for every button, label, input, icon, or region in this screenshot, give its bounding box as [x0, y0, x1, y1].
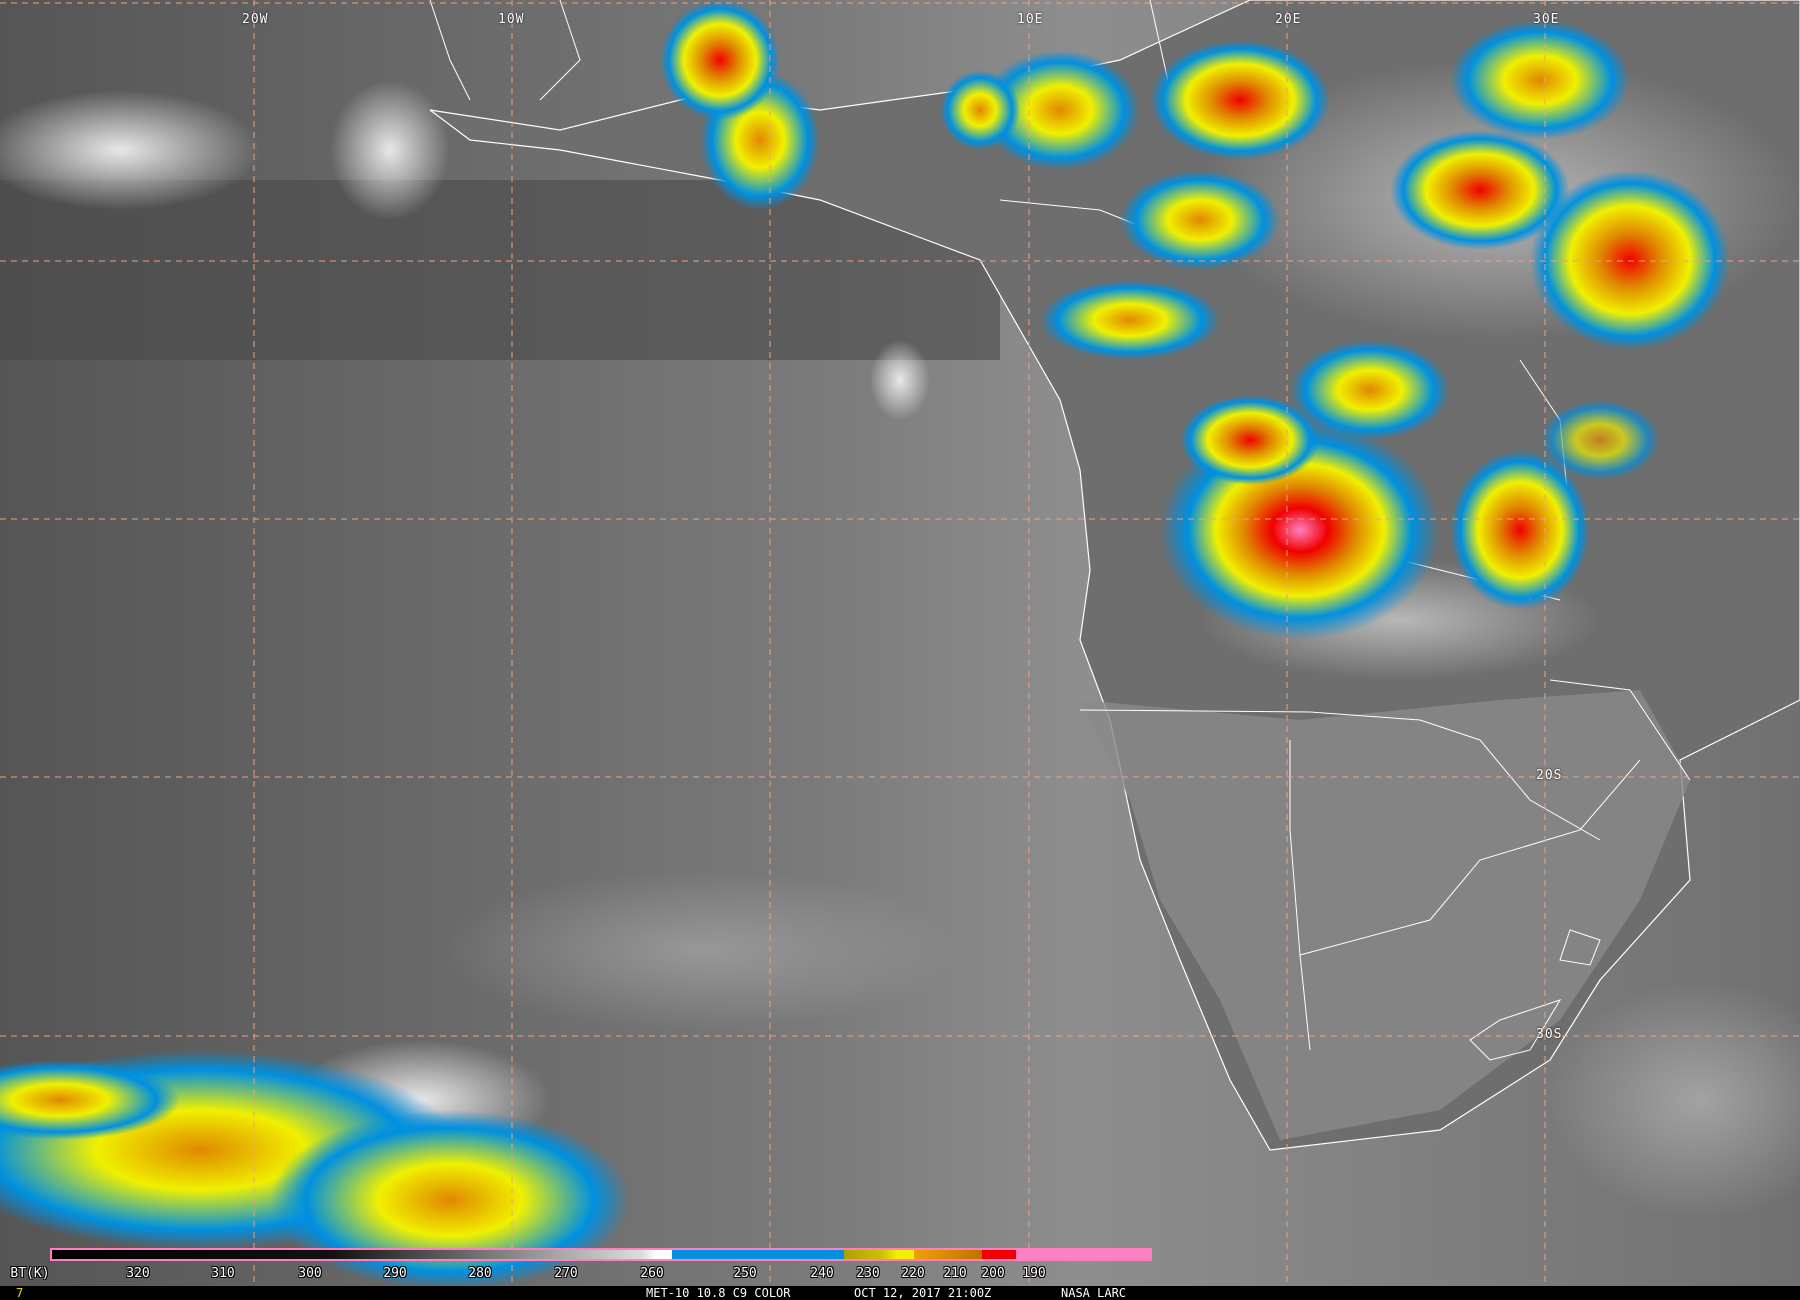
southern-africa-land — [1080, 690, 1690, 1140]
upper-dark-band — [0, 180, 1000, 360]
credit-label: NASA LARC — [1061, 1286, 1127, 1300]
convective-storms — [0, 0, 1730, 1290]
colorbar-tick: 190 — [1022, 1266, 1046, 1281]
lon-label-10e: 10E — [1017, 12, 1044, 27]
frame-number: 7 — [16, 1286, 24, 1300]
colorbar-tick: 260 — [640, 1266, 664, 1281]
lon-label-30e: 30E — [1533, 12, 1560, 27]
colorbar-tick: 230 — [856, 1266, 880, 1281]
image-datetime: OCT 12, 2017 21:00Z — [854, 1286, 992, 1300]
colorbar-tick: 240 — [810, 1266, 834, 1281]
brightness-temperature-colorbar — [50, 1248, 1152, 1261]
colorbar-tick: 280 — [468, 1266, 492, 1281]
colorbar-tick: 310 — [211, 1266, 235, 1281]
colorbar-unit-label: BT(K) — [10, 1266, 50, 1281]
lat-label-20s: 20S — [1536, 768, 1563, 783]
colorbar-tick: 300 — [298, 1266, 322, 1281]
colorbar-tick: 320 — [126, 1266, 150, 1281]
lon-label-20w: 20W — [242, 12, 269, 27]
colorbar-tick: 200 — [981, 1266, 1005, 1281]
colorbar-tick: 210 — [943, 1266, 967, 1281]
colorbar-tick: 250 — [733, 1266, 757, 1281]
product-name: MET-10 10.8 C9 COLOR — [646, 1286, 791, 1300]
lon-label-20e: 20E — [1275, 12, 1302, 27]
colorbar-tick: 290 — [383, 1266, 407, 1281]
colorbar-tick: 270 — [554, 1266, 578, 1281]
image-info-bar: 7 MET-10 10.8 C9 COLOR OCT 12, 2017 21:0… — [0, 1286, 1800, 1300]
colorbar-tick: 220 — [901, 1266, 925, 1281]
lon-label-10w: 10W — [498, 12, 525, 27]
lat-label-30s: 30S — [1536, 1027, 1563, 1042]
